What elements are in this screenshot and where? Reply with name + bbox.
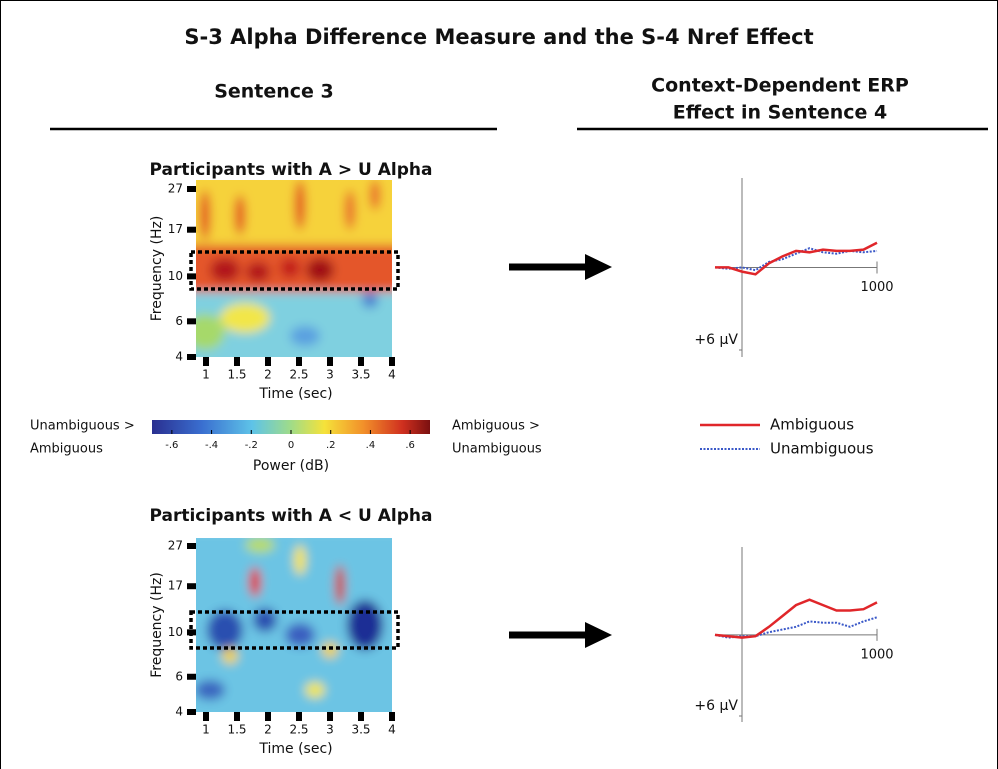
x-tick-label: 1 — [202, 723, 210, 737]
x-tick — [327, 712, 333, 721]
y-axis-label: Frequency (Hz) — [149, 572, 165, 678]
right-heading: Effect in Sentence 4 — [673, 102, 887, 124]
heatmap — [196, 180, 392, 357]
y-tick-label: 6 — [175, 669, 183, 683]
y-tick — [187, 673, 196, 680]
y-tick — [187, 226, 196, 233]
legend-label: Ambiguous — [770, 416, 854, 434]
y-tick-label: 17 — [168, 579, 183, 593]
x-tick-label: 3.5 — [351, 368, 370, 382]
x-tick-label: 3.5 — [351, 723, 370, 737]
y-tick-label: 17 — [168, 222, 183, 236]
y-axis-label: Frequency (Hz) — [149, 216, 165, 322]
colorbar-tick-label: -.2 — [245, 440, 258, 451]
x-tick — [296, 712, 302, 721]
x-tick — [265, 357, 271, 366]
x-tick — [389, 712, 395, 721]
colorbar-tick-label: .2 — [326, 440, 336, 451]
colorbar — [152, 420, 430, 434]
colorbar-right-label: Unambiguous — [452, 442, 542, 457]
x-tick-label: 3 — [326, 723, 334, 737]
colorbar-left-label: Unambiguous > — [30, 419, 135, 434]
x-tick — [389, 357, 395, 366]
arrow — [509, 622, 612, 648]
erp-y-tick-label: +6 µV — [694, 332, 738, 348]
y-tick — [187, 543, 196, 549]
y-tick — [187, 318, 196, 325]
x-tick — [358, 357, 364, 366]
x-tick — [296, 357, 302, 366]
y-tick — [187, 629, 196, 636]
erp-line — [715, 241, 878, 276]
band-box — [189, 250, 400, 291]
x-tick-label: 3 — [326, 368, 334, 382]
x-tick — [203, 712, 209, 721]
arrow — [509, 254, 612, 280]
panel-title: Participants with A < U Alpha — [150, 506, 433, 526]
erp-x-tick-label: 1000 — [860, 647, 893, 662]
x-tick — [234, 712, 240, 721]
panel-title: Participants with A > U Alpha — [150, 160, 433, 180]
band-box — [189, 610, 400, 650]
x-tick-label: 2.5 — [289, 723, 308, 737]
x-tick-label: 4 — [388, 368, 396, 382]
colorbar-tick-label: -.4 — [205, 440, 218, 451]
colorbar-tick-label: -.6 — [165, 440, 178, 451]
colorbar-label: Power (dB) — [253, 458, 329, 474]
y-tick — [187, 186, 196, 192]
colorbar-right-label: Ambiguous > — [452, 419, 540, 434]
x-tick-label: 2 — [264, 368, 272, 382]
left-heading: Sentence 3 — [214, 81, 334, 103]
y-tick-label: 4 — [175, 350, 183, 364]
y-tick-label: 4 — [175, 705, 183, 719]
legend-label: Unambiguous — [770, 440, 874, 458]
x-tick — [203, 357, 209, 366]
erp-line — [714, 598, 878, 639]
x-axis-label: Time (sec) — [258, 386, 332, 402]
colorbar-tick-label: .4 — [366, 440, 376, 451]
x-tick — [234, 357, 240, 366]
y-tick — [187, 273, 196, 280]
x-tick-label: 1.5 — [227, 368, 246, 382]
y-tick-label: 10 — [168, 625, 183, 639]
x-tick — [265, 712, 271, 721]
x-tick-label: 4 — [388, 723, 396, 737]
x-tick — [358, 712, 364, 721]
erp-y-tick-label: +6 µV — [694, 698, 738, 714]
y-tick-label: 27 — [168, 182, 183, 196]
y-tick-label: 6 — [175, 314, 183, 328]
x-tick-label: 1 — [202, 368, 210, 382]
erp-x-tick-label: 1000 — [860, 280, 893, 295]
right-heading: Context-Dependent ERP — [651, 75, 909, 97]
title: S-3 Alpha Difference Measure and the S-4… — [184, 25, 813, 49]
y-tick-label: 10 — [168, 269, 183, 283]
x-tick-label: 1.5 — [227, 723, 246, 737]
x-tick — [327, 357, 333, 366]
y-tick — [187, 583, 196, 590]
x-tick-label: 2.5 — [289, 368, 308, 382]
colorbar-tick-label: 0 — [288, 440, 294, 451]
heatmap — [196, 538, 392, 712]
y-tick — [187, 354, 196, 360]
y-tick — [187, 709, 196, 715]
colorbar-left-label: Ambiguous — [30, 442, 103, 457]
x-axis-label: Time (sec) — [258, 741, 332, 757]
erp-line — [714, 616, 878, 639]
colorbar-tick-label: .6 — [405, 440, 415, 451]
y-tick-label: 27 — [168, 539, 183, 553]
x-tick-label: 2 — [264, 723, 272, 737]
